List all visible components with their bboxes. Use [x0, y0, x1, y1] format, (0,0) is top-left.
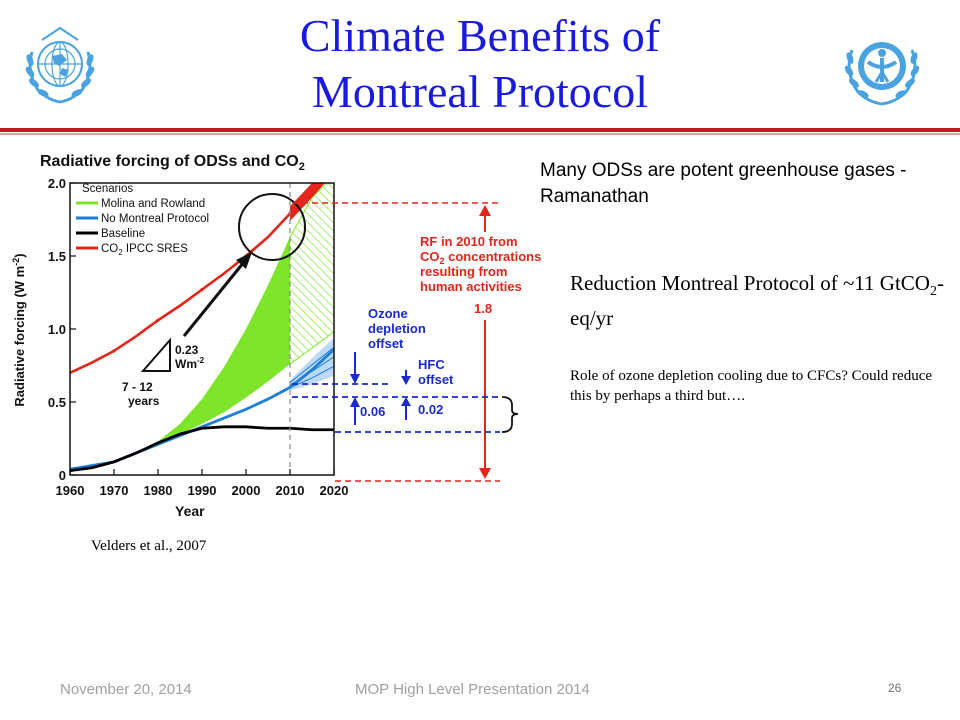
- series-molina-rowland-projection: [290, 183, 334, 365]
- unep-logo-icon: [844, 42, 920, 106]
- x-tick-label: 1960: [56, 483, 85, 498]
- footer-date: November 20, 2014: [60, 681, 192, 698]
- slope-arrow-head: [236, 252, 252, 269]
- series-baseline-line: [70, 425, 334, 473]
- x-tick-label: 1990: [188, 483, 217, 498]
- y-tick-label: 0.5: [48, 395, 66, 410]
- slope-triangle-annotation: 0.23 Wm-2 7 - 12 years: [122, 252, 252, 408]
- rf-line-3: resulting from: [420, 264, 507, 279]
- series-co2-point: [200, 287, 204, 292]
- x-tick-label: 1980: [144, 483, 173, 498]
- slope-years-label: years: [128, 394, 160, 408]
- x-tick-label: 2010: [276, 483, 305, 498]
- slide-title-line-1: Climate Benefits of: [299, 10, 661, 61]
- ozone-cooling-note: Role of ozone depletion cooling due to C…: [570, 368, 933, 404]
- slope-unit: Wm-2: [175, 356, 205, 371]
- x-tick-label: 2000: [232, 483, 261, 498]
- y-tick-label: 1.0: [48, 322, 66, 337]
- plot-area: [70, 164, 335, 473]
- rf-co2-annotation: RF in 2010 from CO2 concentrations resul…: [292, 202, 541, 482]
- chart-legend: Scenarios Molina and Rowland No Montreal…: [76, 183, 209, 257]
- y-axis-label: Radiative forcing (W m-2): [11, 253, 27, 406]
- title-divider: [0, 128, 960, 132]
- odss-greenhouse-note: Many ODSs are potent greenhouse gases - …: [540, 160, 907, 207]
- slope-years-range: 7 - 12: [122, 380, 153, 394]
- y-tick-label: 1.5: [48, 249, 66, 264]
- reduction-note: Reduction Montreal Protocol of ~11 GtCO2…: [570, 271, 944, 331]
- x-tick-label: 1970: [100, 483, 129, 498]
- slope-arrow: [182, 261, 246, 337]
- legend-label-baseline: Baseline: [101, 228, 145, 240]
- slide-title: Climate Benefits of Montreal Protocol: [200, 8, 760, 120]
- chart-title: Radiative forcing of ODSs and CO2: [40, 153, 305, 173]
- hfc-offset-value: 0.02: [418, 402, 443, 417]
- series-no-montreal-range-line-3: [289, 346, 334, 384]
- x-tick-label: 2020: [320, 483, 349, 498]
- series-co2-point: [156, 318, 160, 322]
- footer-presentation-title: MOP High Level Presentation 2014: [355, 681, 590, 698]
- legend-label-no-montreal: No Montreal Protocol: [101, 213, 209, 225]
- page-number: 26: [888, 681, 902, 695]
- legend-label-co2: CO2 IPCC SRES: [101, 243, 188, 257]
- ozone-line-1: Ozone: [368, 306, 408, 321]
- rf-value: 1.8: [474, 301, 492, 316]
- slope-triangle: [140, 337, 171, 372]
- series-molina-rowland-band: [70, 237, 290, 470]
- rf-line-1: RF in 2010 from: [420, 234, 518, 249]
- rf-line-2: CO2 concentrations: [420, 249, 541, 266]
- offset-brace: [501, 396, 519, 433]
- ozone-offset-value: 0.06: [360, 404, 385, 419]
- wmo-logo-icon: [25, 26, 95, 104]
- offset-annotations: Ozone depletion offset HFC offset 0.06 0…: [292, 306, 519, 433]
- slide-title-line-2: Montreal Protocol: [312, 66, 648, 117]
- series-co2-point: [332, 164, 335, 167]
- radiative-forcing-chart: Radiative forcing of ODSs and CO2 1960 19…: [11, 153, 541, 519]
- citation: Velders et al., 2007: [91, 538, 207, 554]
- series-co2-point: [112, 349, 116, 353]
- x-axis-label: Year: [175, 503, 205, 519]
- y-tick-label: 2.0: [48, 176, 66, 191]
- slope-value: 0.23: [175, 343, 199, 357]
- series-co2-range: [290, 183, 325, 221]
- legend-label-molina: Molina and Rowland: [101, 198, 205, 210]
- y-tick-label: 0: [59, 468, 66, 483]
- chart-axes: 1960 1970 1980 1990 2000 2010 2020 0 0.5 1.0 1.5 2.…: [48, 176, 349, 498]
- ozone-line-2: depletion: [368, 321, 426, 336]
- ozone-line-3: offset: [368, 336, 404, 351]
- rf-line-4: human activities: [420, 279, 522, 294]
- title-divider-shadow: [0, 133, 960, 135]
- hfc-line-2: offset: [418, 372, 454, 387]
- legend-title: Scenarios: [82, 183, 133, 195]
- series-molina-projection-lower: [289, 331, 334, 365]
- hfc-line-1: HFC: [418, 357, 445, 372]
- highlight-circle: [238, 193, 306, 261]
